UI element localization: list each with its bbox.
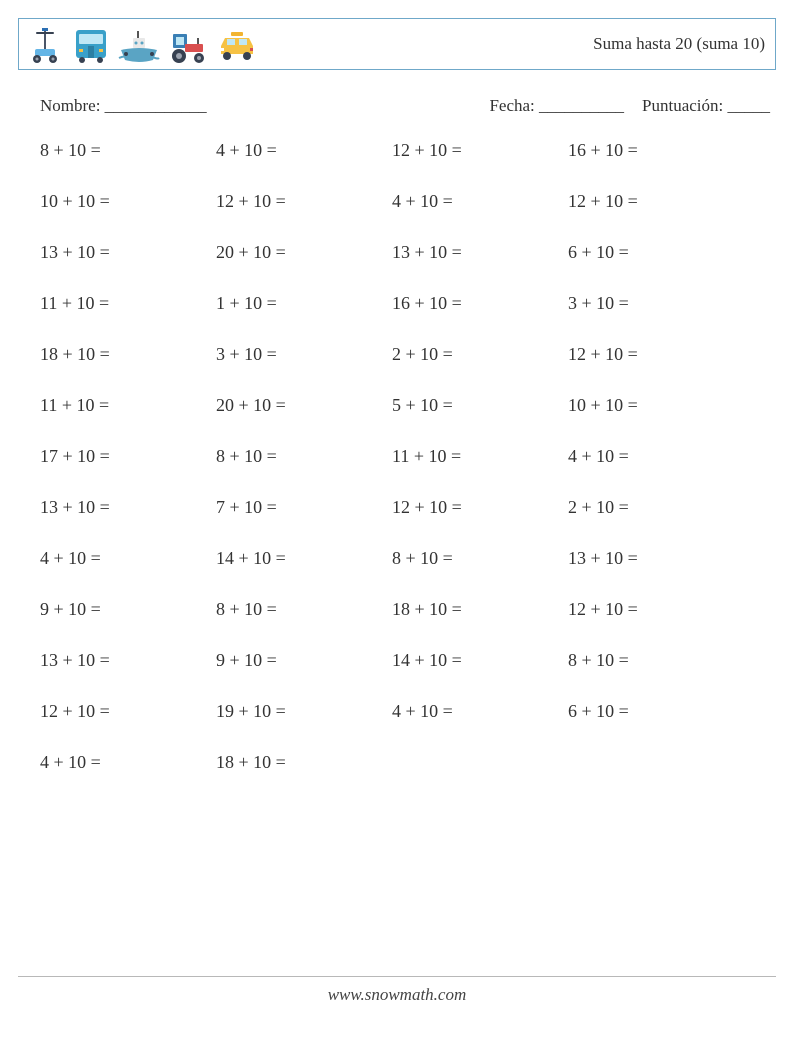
boat-icon <box>117 24 161 64</box>
problem-cell: 17 + 10 = <box>40 446 216 467</box>
problem-cell: 16 + 10 = <box>568 140 744 161</box>
problem-cell: 5 + 10 = <box>392 395 568 416</box>
footer-divider <box>18 976 776 977</box>
worksheet-page: Suma hasta 20 (suma 10) Nombre: ________… <box>0 0 794 1053</box>
problem-cell: 10 + 10 = <box>568 395 744 416</box>
problem-cell: 6 + 10 = <box>568 701 744 722</box>
problem-cell: 3 + 10 = <box>568 293 744 314</box>
problem-cell: 8 + 10 = <box>40 140 216 161</box>
problems-grid: 8 + 10 =4 + 10 =12 + 10 =16 + 10 =10 + 1… <box>40 140 776 773</box>
problem-cell: 12 + 10 = <box>392 497 568 518</box>
taxi-icon <box>215 24 259 64</box>
problem-cell: 14 + 10 = <box>392 650 568 671</box>
problem-cell: 11 + 10 = <box>392 446 568 467</box>
problem-cell: 11 + 10 = <box>40 293 216 314</box>
problem-cell: 12 + 10 = <box>568 344 744 365</box>
problem-cell: 4 + 10 = <box>392 701 568 722</box>
problem-cell: 18 + 10 = <box>40 344 216 365</box>
problem-cell: 18 + 10 = <box>392 599 568 620</box>
problem-cell: 8 + 10 = <box>216 446 392 467</box>
footer-url: www.snowmath.com <box>0 985 794 1005</box>
problem-cell: 1 + 10 = <box>216 293 392 314</box>
problem-cell: 2 + 10 = <box>568 497 744 518</box>
scooter-icon <box>25 24 65 64</box>
header-box: Suma hasta 20 (suma 10) <box>18 18 776 70</box>
problem-cell: 4 + 10 = <box>40 548 216 569</box>
info-line: Nombre: ____________ Fecha: __________ P… <box>18 96 776 116</box>
tractor-icon <box>167 24 209 64</box>
problem-cell: 20 + 10 = <box>216 242 392 263</box>
problem-cell: 20 + 10 = <box>216 395 392 416</box>
problem-cell: 13 + 10 = <box>392 242 568 263</box>
problem-cell: 12 + 10 = <box>392 140 568 161</box>
worksheet-title: Suma hasta 20 (suma 10) <box>593 34 765 54</box>
bus-icon <box>71 24 111 64</box>
problem-cell: 13 + 10 = <box>40 650 216 671</box>
problem-cell: 4 + 10 = <box>392 191 568 212</box>
problem-cell: 9 + 10 = <box>40 599 216 620</box>
score-label: Puntuación: _____ <box>642 96 770 116</box>
problem-cell: 4 + 10 = <box>568 446 744 467</box>
problem-cell: 10 + 10 = <box>40 191 216 212</box>
problem-cell: 12 + 10 = <box>216 191 392 212</box>
problem-cell: 13 + 10 = <box>568 548 744 569</box>
date-label: Fecha: __________ <box>489 96 624 116</box>
problem-cell: 11 + 10 = <box>40 395 216 416</box>
problem-cell: 19 + 10 = <box>216 701 392 722</box>
problem-cell: 7 + 10 = <box>216 497 392 518</box>
problem-cell: 12 + 10 = <box>40 701 216 722</box>
problem-cell: 16 + 10 = <box>392 293 568 314</box>
problem-cell: 12 + 10 = <box>568 599 744 620</box>
problem-cell: 8 + 10 = <box>216 599 392 620</box>
problem-cell: 13 + 10 = <box>40 242 216 263</box>
header-icons <box>25 24 259 64</box>
problem-cell: 12 + 10 = <box>568 191 744 212</box>
problem-cell: 4 + 10 = <box>40 752 216 773</box>
problem-cell: 9 + 10 = <box>216 650 392 671</box>
problem-cell: 8 + 10 = <box>392 548 568 569</box>
problem-cell: 4 + 10 = <box>216 140 392 161</box>
problem-cell: 14 + 10 = <box>216 548 392 569</box>
problem-cell: 3 + 10 = <box>216 344 392 365</box>
problem-cell: 2 + 10 = <box>392 344 568 365</box>
name-label: Nombre: ____________ <box>40 96 207 116</box>
problem-cell: 18 + 10 = <box>216 752 392 773</box>
problem-cell: 8 + 10 = <box>568 650 744 671</box>
problem-cell: 6 + 10 = <box>568 242 744 263</box>
problem-cell: 13 + 10 = <box>40 497 216 518</box>
